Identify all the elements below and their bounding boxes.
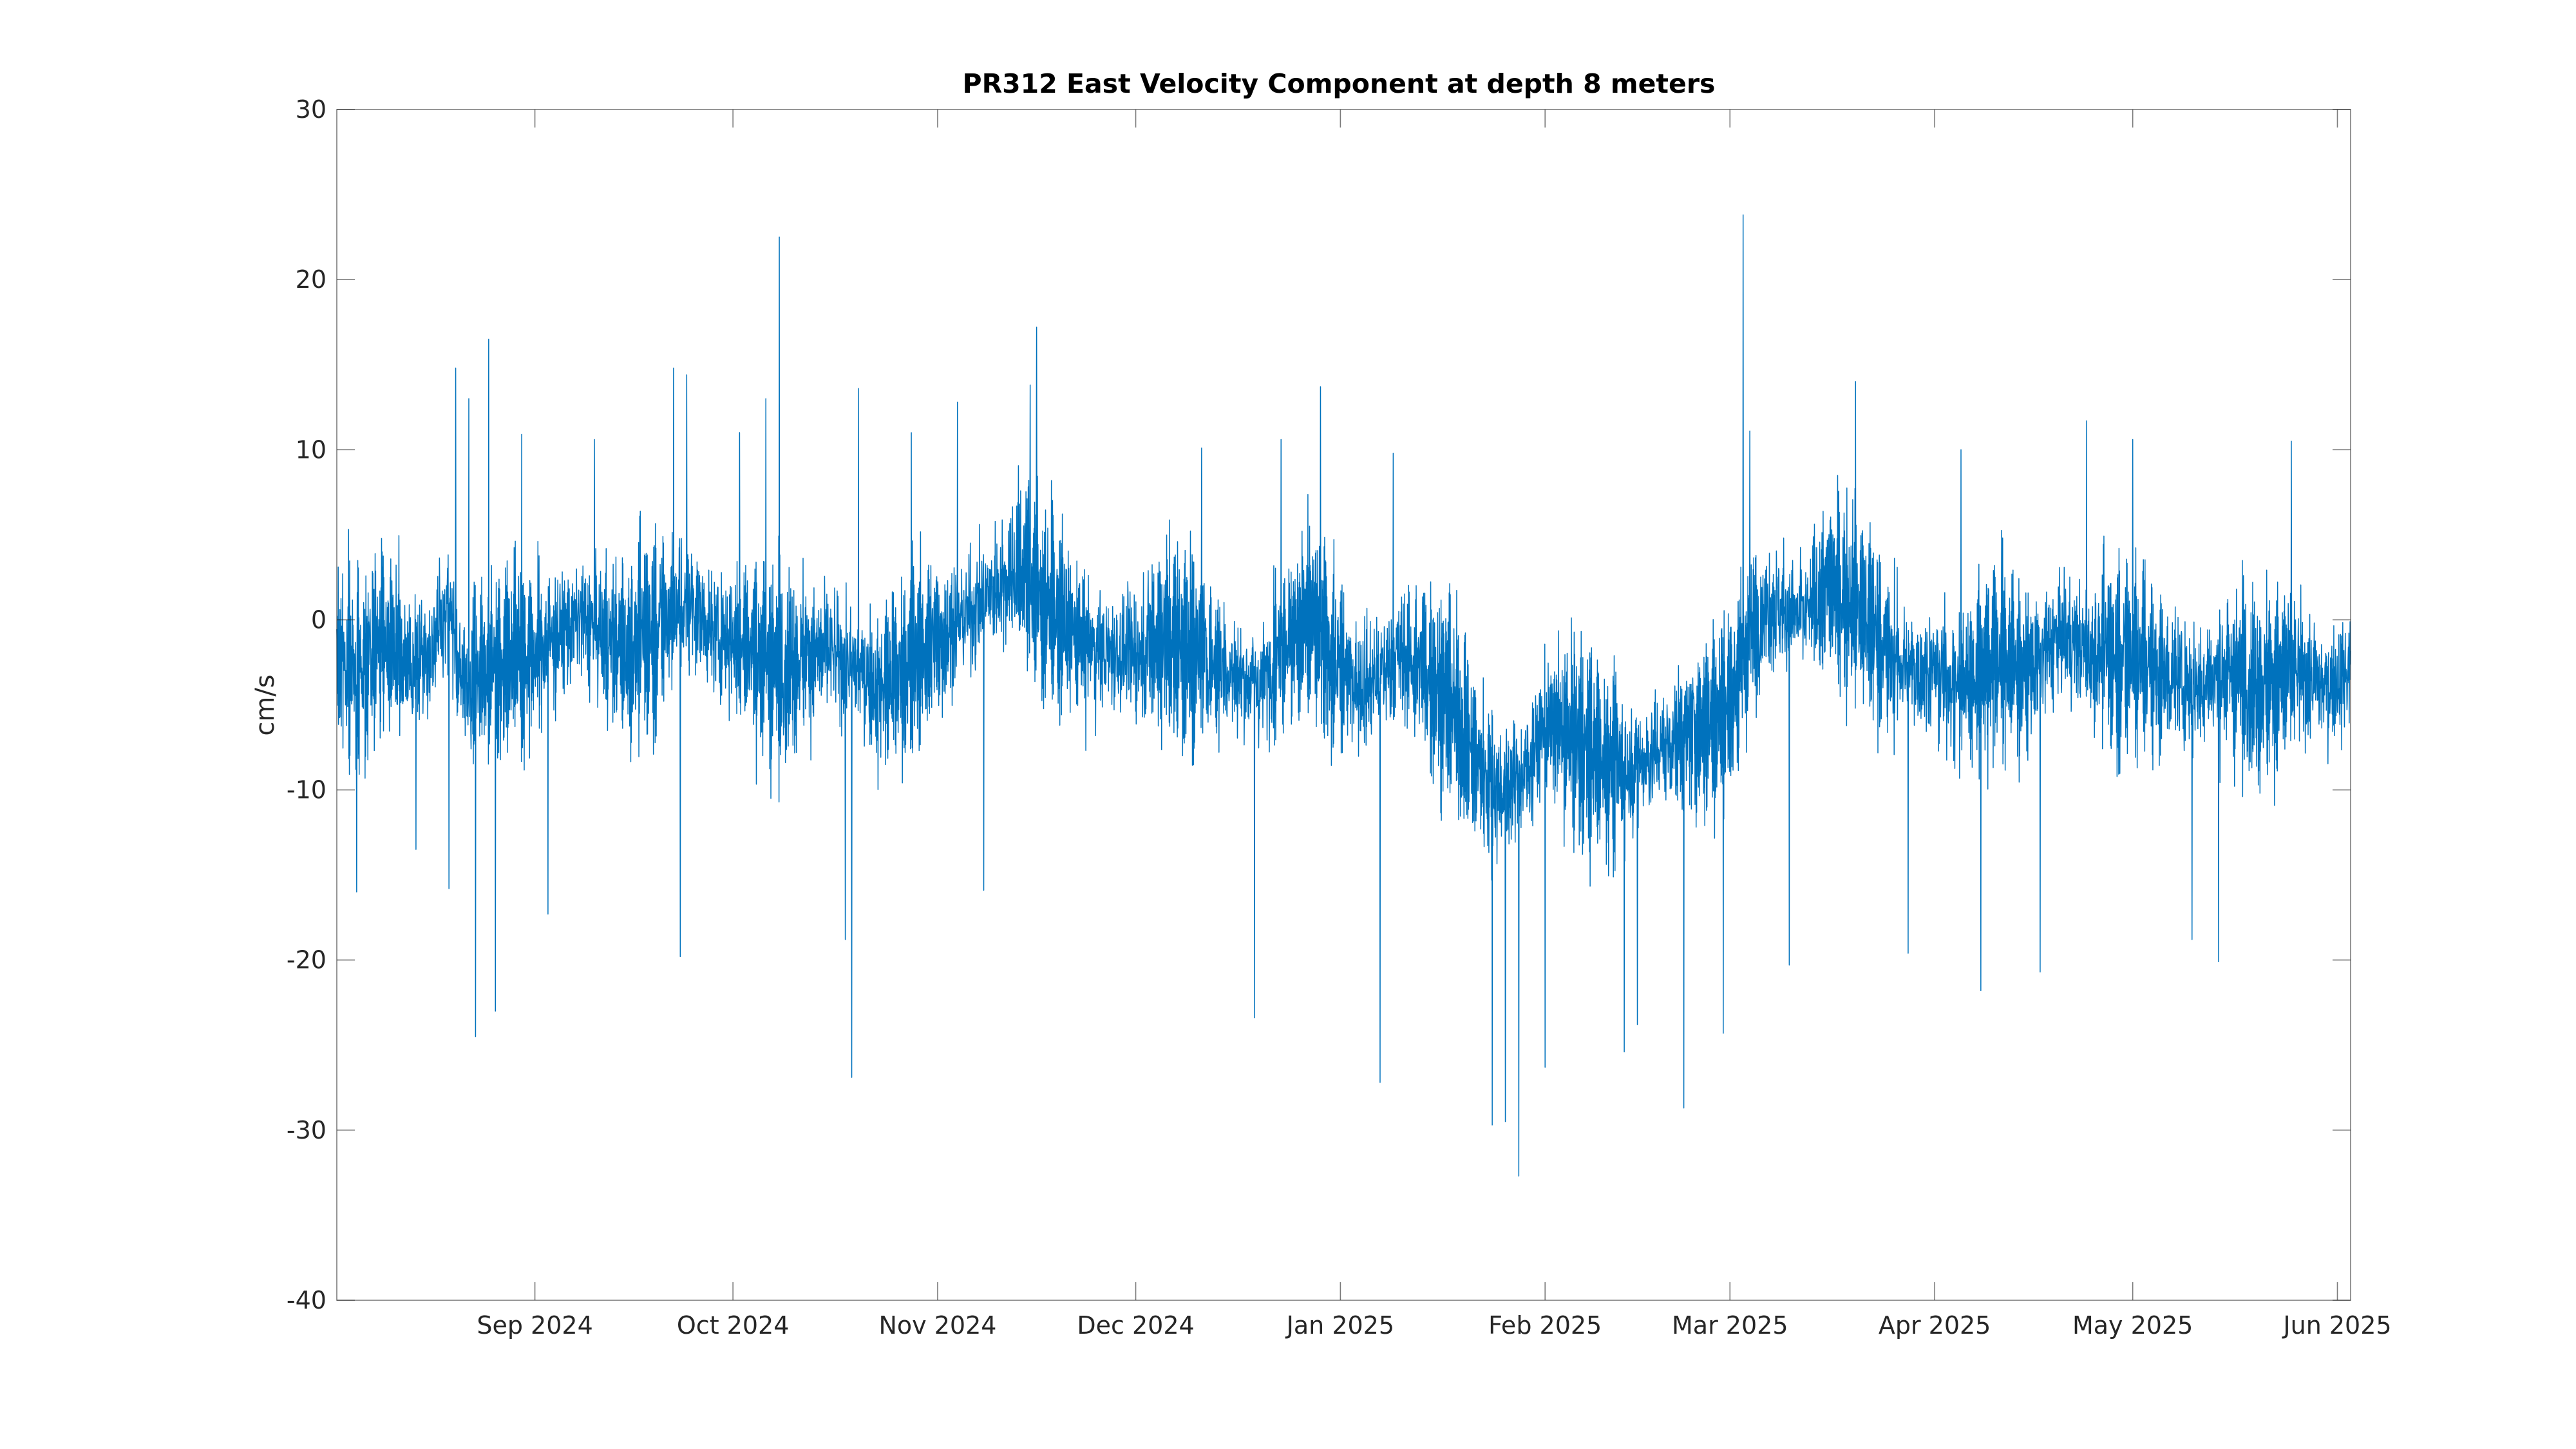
y-tick-label: 0 <box>311 605 327 634</box>
x-tick-label: May 2025 <box>2072 1311 2193 1340</box>
x-tick-label: Sep 2024 <box>477 1311 592 1340</box>
y-axis: 30 20 10 0 -10 -20 -30 -40 <box>287 95 2351 1314</box>
y-axis-label: cm/s <box>251 674 280 735</box>
x-tick-label: Jan 2025 <box>1285 1311 1394 1340</box>
y-tick-label: -30 <box>287 1116 327 1144</box>
series-layer <box>336 214 2351 1177</box>
x-tick-label: Jun 2025 <box>2282 1311 2391 1340</box>
y-tick-label: -40 <box>287 1286 327 1314</box>
y-tick-label: 30 <box>296 95 327 124</box>
axes-box <box>336 109 2351 1301</box>
x-tick-label: Feb 2025 <box>1488 1311 1602 1340</box>
plot-area: 30 20 10 0 -10 -20 -30 -40 Sep 2024 Oct 2024 Nov … <box>287 95 2392 1340</box>
y-tick-label: -20 <box>287 946 327 974</box>
y-tick-label: 20 <box>296 265 327 294</box>
x-axis: Sep 2024 Oct 2024 Nov 2024 Dec 2024 Jan 2025… <box>477 109 2392 1340</box>
x-tick-label: Nov 2024 <box>878 1311 996 1340</box>
y-tick-label: -10 <box>287 776 327 804</box>
x-tick-label: Oct 2024 <box>677 1311 790 1340</box>
series-line <box>336 214 2351 1177</box>
x-tick-label: Mar 2025 <box>1672 1311 1788 1340</box>
x-tick-label: Apr 2025 <box>1879 1311 1991 1340</box>
chart-title: PR312 East Velocity Component at depth 8… <box>963 68 1716 99</box>
y-tick-label: 10 <box>296 435 327 464</box>
x-tick-label: Dec 2024 <box>1077 1311 1194 1340</box>
